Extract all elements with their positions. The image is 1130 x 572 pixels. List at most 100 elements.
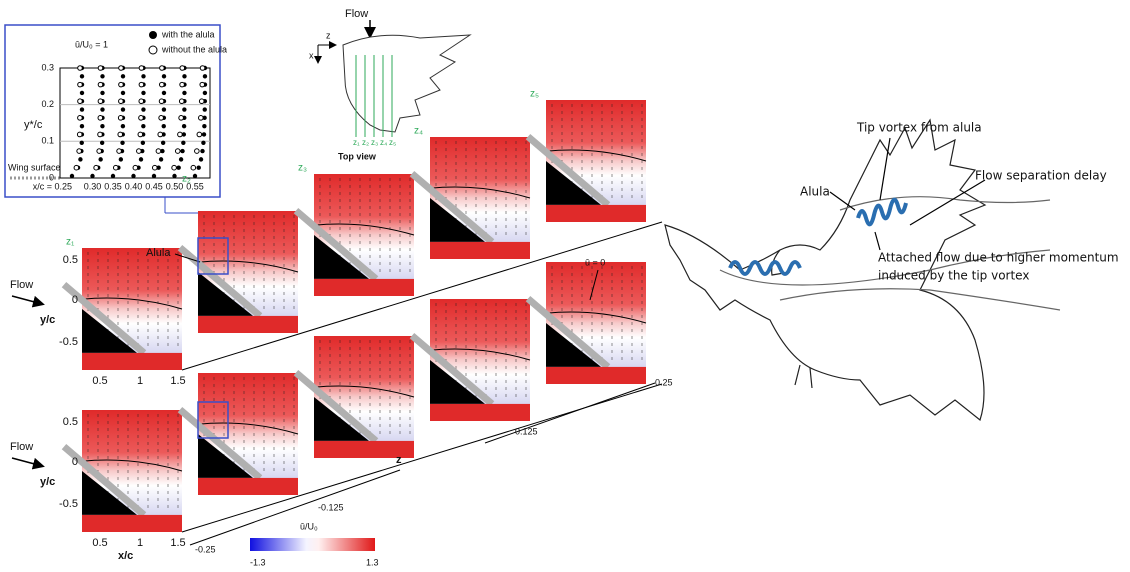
x-label: 0.40 (125, 181, 143, 191)
profile-without (138, 81, 145, 88)
airfoil (525, 295, 611, 370)
legend-marker (148, 45, 158, 55)
flow-label: Flow (10, 441, 33, 453)
station-label: z₅ (389, 138, 396, 147)
profile-with (181, 123, 187, 129)
profile-with (79, 74, 85, 79)
x-label: x/c (118, 550, 133, 562)
profile-with (131, 173, 136, 179)
zero-line (545, 149, 647, 162)
z-tick-label: -0.125 (318, 502, 344, 512)
profile-with (161, 90, 167, 96)
zero-line (545, 311, 647, 324)
wing-shadow (314, 235, 369, 279)
profile-without (76, 148, 82, 154)
colorbar-label: ū/U₀ (300, 521, 318, 531)
profile-without (151, 164, 158, 171)
zero-line (81, 297, 183, 310)
callout (879, 137, 891, 201)
profile-without (159, 65, 165, 71)
flow-arrow (11, 457, 45, 470)
profile-without (137, 131, 144, 138)
airfoil (409, 170, 495, 245)
profile-with (120, 107, 126, 112)
profile-without (138, 65, 145, 71)
z-tick-label: 0.25 (655, 377, 673, 387)
profile-without (178, 115, 184, 121)
annotation: Flow separation delay (975, 169, 1107, 183)
profile-without (93, 164, 99, 171)
x-label: 0.55 (186, 181, 204, 191)
y-tick-label: 0 (49, 172, 54, 182)
profile-with (176, 165, 181, 170)
station-label: z₃ (298, 163, 307, 174)
profile-with (158, 157, 164, 162)
legend-marker (149, 31, 157, 39)
profile-with (202, 90, 208, 96)
profile-with (182, 90, 187, 96)
y-tick-label: -0.5 (59, 336, 78, 348)
profile-with (79, 123, 85, 129)
profile-without (97, 131, 103, 138)
profile-with (100, 107, 105, 112)
annotation: Attached flow due to higher momentum (878, 251, 1119, 265)
profile-with (90, 173, 95, 179)
zero-line (313, 385, 415, 398)
profile-without (158, 81, 165, 88)
alula-label: Alula (146, 247, 171, 259)
profile-with (69, 173, 75, 179)
profile-with (161, 107, 167, 112)
panel-bottom (430, 241, 530, 259)
panel-bottom (198, 477, 298, 495)
profile-with (161, 123, 166, 129)
profile-with (79, 90, 85, 96)
profile-with (181, 132, 187, 137)
x-tick-label: 1.5 (170, 375, 185, 387)
profile-with (198, 157, 204, 162)
flow-arrow (11, 295, 45, 308)
airfoil (177, 406, 263, 481)
profile-without (132, 164, 139, 171)
z-label: z (396, 454, 402, 466)
airfoil (525, 133, 611, 208)
zero-line (429, 186, 531, 199)
profile-without (76, 131, 83, 138)
x-label: 0.30 (84, 181, 102, 191)
profile-without (117, 131, 124, 138)
y-label: y*/c (24, 119, 43, 131)
profile-without (118, 65, 124, 71)
legend-label: with the alula (161, 29, 215, 39)
y-tick-label: 0.3 (41, 62, 54, 72)
profile-without (118, 81, 124, 88)
x-tick-label: 1 (137, 375, 143, 387)
profile-without (116, 148, 122, 154)
profile-without (190, 164, 197, 171)
streamline (839, 196, 1051, 211)
wing-shadow (546, 323, 601, 367)
plot-area (59, 67, 211, 179)
profile-with (78, 157, 83, 162)
profile-with (141, 90, 146, 96)
y-tick-label: 0.2 (41, 99, 54, 109)
profile-with (100, 123, 105, 129)
profile-with (120, 123, 126, 129)
profile-with (141, 123, 146, 129)
profile-without (198, 115, 204, 121)
station-label: z₂ (182, 174, 191, 185)
profile-without (97, 115, 104, 121)
profile-without (96, 148, 102, 154)
bird-feet (794, 364, 813, 389)
profile-with (98, 157, 103, 162)
profile-with (99, 140, 105, 145)
profile-with (178, 157, 184, 162)
profile-without (118, 98, 124, 105)
y-tick-label: 0 (72, 456, 78, 468)
panel-bottom (82, 352, 182, 370)
profile-with (120, 74, 126, 79)
station-label: z₃ (371, 138, 378, 147)
profile-with (100, 74, 105, 79)
airfoil (293, 369, 379, 444)
zero-line (313, 223, 415, 236)
panel-bottom (546, 366, 646, 384)
z-tick-label: 0.125 (515, 426, 538, 436)
